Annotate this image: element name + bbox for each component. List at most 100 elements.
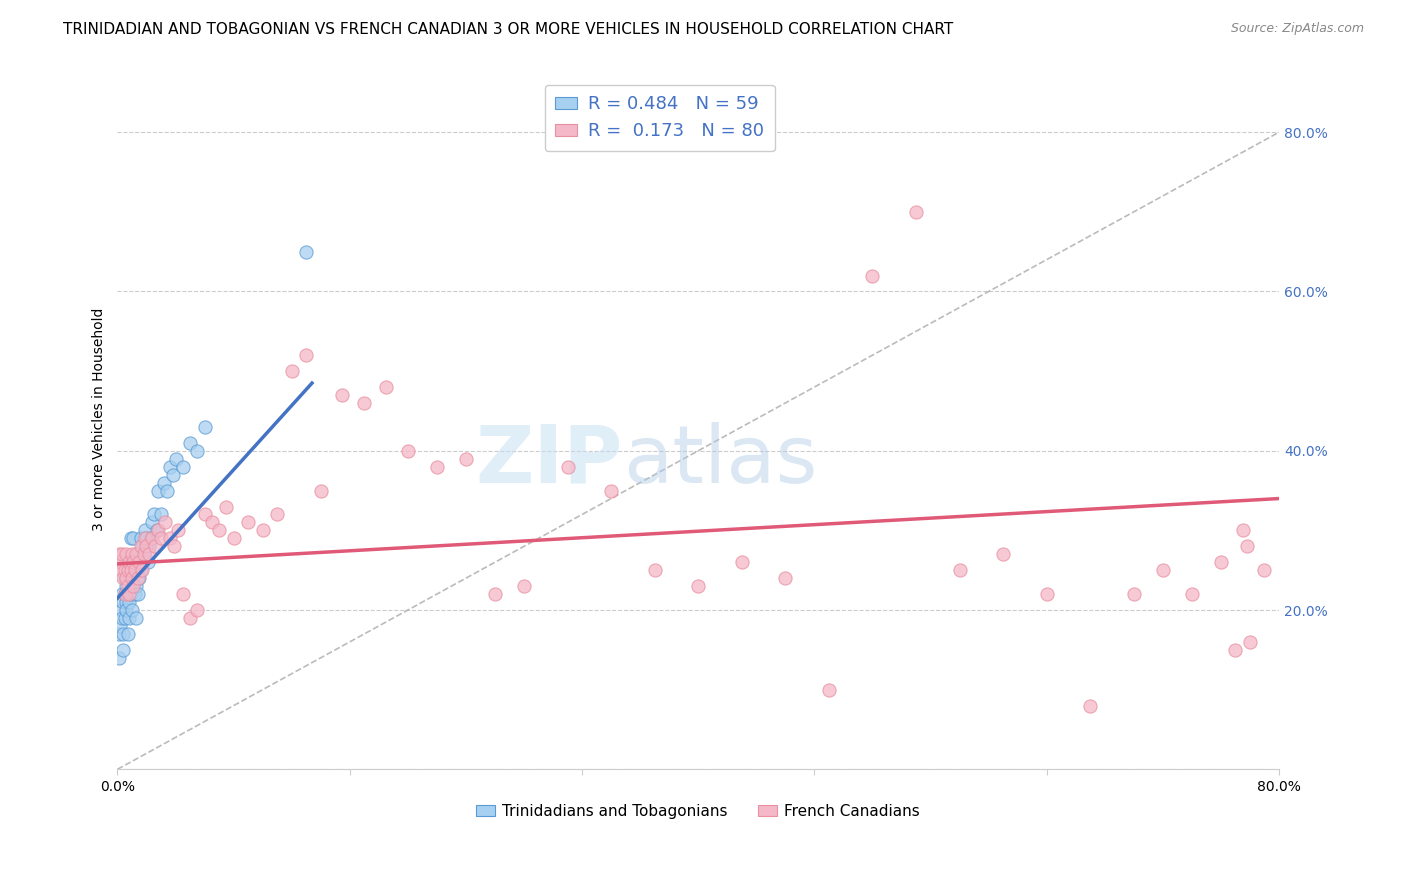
Point [111, 587, 134, 601]
Point [135, 539, 157, 553]
Point [122, 555, 145, 569]
Point [129, 532, 152, 546]
Point [127, 571, 149, 585]
Point [122, 579, 145, 593]
Point [108, 650, 131, 665]
Point [128, 547, 150, 561]
Point [201, 516, 224, 530]
Point [118, 611, 141, 625]
Point [163, 539, 186, 553]
Point [120, 563, 142, 577]
Point [454, 451, 477, 466]
Point [108, 547, 131, 561]
Point [162, 467, 184, 482]
Point [131, 563, 153, 577]
Point [121, 571, 143, 585]
Point [1152, 563, 1174, 577]
Text: atlas: atlas [623, 422, 817, 500]
Point [129, 563, 152, 577]
Point [1253, 563, 1275, 577]
Point [484, 587, 506, 601]
Point [948, 563, 970, 577]
Text: ZIP: ZIP [475, 422, 623, 500]
Point [127, 587, 149, 601]
Point [156, 483, 179, 498]
Point [115, 579, 138, 593]
Point [252, 524, 274, 538]
Point [159, 459, 181, 474]
Point [208, 524, 231, 538]
Point [112, 627, 135, 641]
Point [115, 571, 138, 585]
Point [426, 459, 449, 474]
Point [1181, 587, 1204, 601]
Point [138, 539, 160, 553]
Point [125, 547, 148, 561]
Point [129, 539, 152, 553]
Point [120, 587, 142, 601]
Point [122, 555, 145, 569]
Point [775, 571, 797, 585]
Point [153, 475, 176, 490]
Point [375, 380, 398, 394]
Point [111, 547, 134, 561]
Point [114, 571, 136, 585]
Point [115, 547, 138, 561]
Point [236, 516, 259, 530]
Point [145, 524, 167, 538]
Point [731, 555, 754, 569]
Point [295, 244, 318, 259]
Point [124, 563, 146, 577]
Point [121, 547, 143, 561]
Point [141, 516, 163, 530]
Point [179, 611, 201, 625]
Point [114, 587, 136, 601]
Point [172, 587, 194, 601]
Point [124, 563, 146, 577]
Point [124, 587, 146, 601]
Point [904, 205, 927, 219]
Point [1225, 643, 1247, 657]
Point [1122, 587, 1144, 601]
Point [600, 483, 623, 498]
Point [118, 587, 141, 601]
Point [112, 571, 135, 585]
Point [117, 587, 139, 601]
Point [135, 532, 157, 546]
Point [142, 508, 165, 522]
Point [110, 619, 132, 633]
Point [118, 555, 141, 569]
Point [150, 532, 173, 546]
Point [396, 443, 419, 458]
Point [155, 516, 177, 530]
Point [131, 539, 153, 553]
Point [132, 547, 155, 561]
Point [138, 547, 160, 561]
Point [557, 459, 579, 474]
Point [120, 532, 142, 546]
Point [172, 459, 194, 474]
Point [121, 571, 143, 585]
Point [862, 268, 884, 283]
Point [179, 435, 201, 450]
Point [125, 579, 148, 593]
Point [1035, 587, 1057, 601]
Point [309, 483, 332, 498]
Text: TRINIDADIAN AND TOBAGONIAN VS FRENCH CANADIAN 3 OR MORE VEHICLES IN HOUSEHOLD CO: TRINIDADIAN AND TOBAGONIAN VS FRENCH CAN… [63, 22, 953, 37]
Point [150, 508, 173, 522]
Point [112, 595, 135, 609]
Point [1209, 555, 1232, 569]
Point [139, 532, 162, 546]
Point [125, 611, 148, 625]
Point [121, 603, 143, 617]
Point [1232, 524, 1254, 538]
Point [143, 539, 166, 553]
Point [295, 348, 318, 362]
Point [132, 547, 155, 561]
Legend: Trinidadians and Tobagonians, French Canadians: Trinidadians and Tobagonians, French Can… [470, 797, 927, 825]
Point [991, 547, 1014, 561]
Point [193, 508, 215, 522]
Point [117, 579, 139, 593]
Point [117, 563, 139, 577]
Point [146, 524, 169, 538]
